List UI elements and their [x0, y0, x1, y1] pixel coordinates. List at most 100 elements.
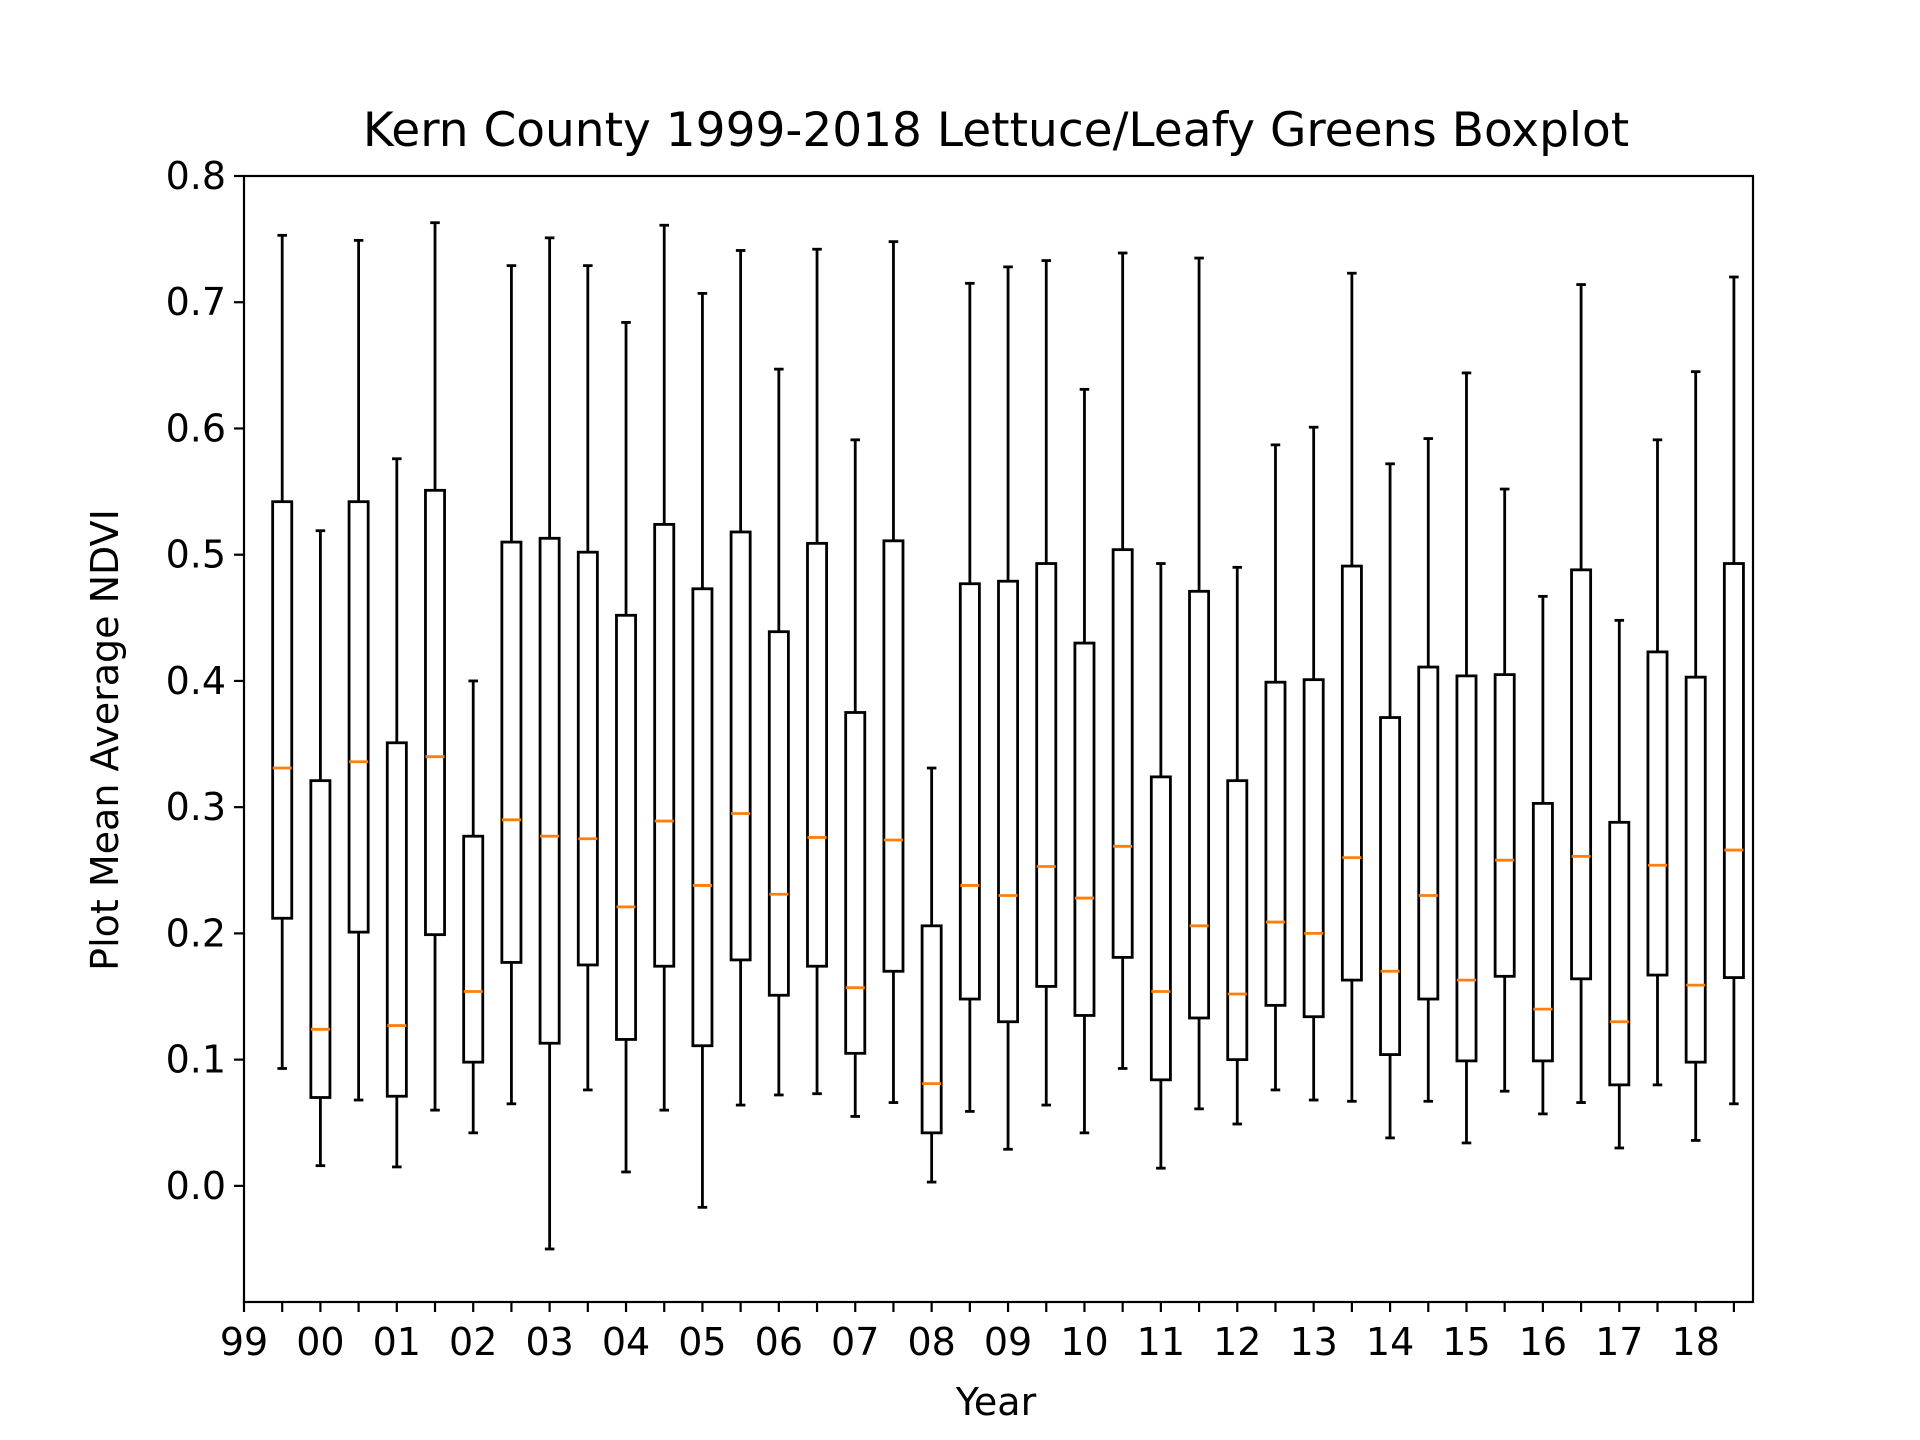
x-tick-label: 14: [1366, 1320, 1414, 1364]
box-group: [271, 233, 294, 1070]
x-tick-label: 16: [1519, 1320, 1567, 1364]
box-group: [997, 265, 1020, 1151]
box-group: [767, 367, 790, 1097]
y-axis-label: Plot Mean Average NDVI: [83, 509, 127, 971]
iqr-box: [309, 779, 332, 1099]
x-tick-label: 15: [1442, 1320, 1490, 1364]
x-tick-label: 08: [907, 1320, 955, 1364]
iqr-box: [347, 500, 370, 934]
iqr-box: [500, 540, 523, 964]
box-group: [1684, 370, 1707, 1142]
y-tick-label: 0.1: [166, 1038, 226, 1082]
x-tick-label: 12: [1213, 1320, 1261, 1364]
box-group: [500, 264, 523, 1106]
x-tick-label: 02: [449, 1320, 497, 1364]
box-group: [1379, 462, 1402, 1140]
iqr-box: [1226, 779, 1249, 1062]
box-group: [1188, 256, 1211, 1111]
iqr-box: [1608, 820, 1631, 1087]
iqr-box: [958, 582, 981, 1001]
iqr-box: [424, 488, 446, 937]
x-axis-label: Year: [955, 1380, 1037, 1424]
iqr-box: [767, 630, 790, 997]
box-group: [882, 240, 905, 1104]
x-tick-label: 11: [1137, 1320, 1185, 1364]
iqr-box: [1646, 650, 1669, 977]
iqr-box: [1264, 680, 1287, 1007]
iqr-box: [691, 587, 714, 1048]
iqr-box: [997, 579, 1020, 1024]
x-tick-label: 05: [678, 1320, 726, 1364]
y-tick-label: 0.2: [166, 911, 226, 955]
box-group: [691, 291, 714, 1209]
iqr-box: [1149, 775, 1172, 1082]
iqr-box: [576, 550, 599, 967]
y-tick-label: 0.7: [166, 280, 226, 324]
iqr-box: [806, 541, 828, 968]
x-tick-label: 01: [373, 1320, 421, 1364]
iqr-box: [1340, 564, 1363, 982]
iqr-box: [882, 539, 905, 973]
x-tick-label: 09: [984, 1320, 1032, 1364]
box-group: [920, 766, 943, 1184]
box-group: [1226, 565, 1249, 1126]
iqr-box: [462, 834, 485, 1064]
x-tick-label: 18: [1672, 1320, 1720, 1364]
y-tick-label: 0.5: [166, 533, 226, 577]
x-tick-label: 17: [1595, 1320, 1643, 1364]
box-group: [729, 249, 752, 1107]
y-tick-label: 0.3: [166, 785, 226, 829]
x-tick-label: 03: [525, 1320, 573, 1364]
iqr-box: [920, 924, 943, 1135]
box-group: [1646, 438, 1669, 1087]
iqr-box: [729, 530, 752, 962]
box-group: [615, 321, 637, 1174]
plot-frame: [242, 174, 1755, 1304]
box-group: [1455, 371, 1478, 1145]
box-group: [462, 679, 485, 1135]
box-group: [806, 247, 828, 1096]
box-group: [1493, 487, 1516, 1093]
box-group: [958, 281, 981, 1113]
iqr-box: [844, 711, 867, 1055]
x-tick-label: 10: [1060, 1320, 1108, 1364]
box-group: [653, 223, 676, 1112]
box-group: [538, 236, 561, 1251]
iqr-box: [385, 741, 408, 1098]
y-tick-label: 0.6: [166, 406, 226, 450]
chart-title: Kern County 1999-2018 Lettuce/Leafy Gree…: [363, 103, 1629, 158]
box-group: [1340, 271, 1363, 1103]
iqr-box: [1073, 641, 1096, 1017]
iqr-box: [1570, 568, 1593, 981]
iqr-box: [1417, 665, 1440, 1001]
iqr-box: [1722, 562, 1745, 979]
x-tick-label: 07: [831, 1320, 879, 1364]
box-group: [1608, 618, 1631, 1150]
x-tick-label: 00: [296, 1320, 344, 1364]
iqr-box: [1379, 716, 1402, 1056]
iqr-box: [1684, 675, 1707, 1064]
box-group: [1073, 387, 1096, 1135]
iqr-box: [1531, 801, 1554, 1063]
box-group: [309, 529, 332, 1168]
iqr-box: [1188, 589, 1211, 1020]
y-tick-label: 0.8: [166, 154, 226, 198]
box-group: [1722, 275, 1745, 1106]
iqr-box: [1455, 674, 1478, 1063]
iqr-box: [1302, 678, 1325, 1019]
box-group: [844, 438, 867, 1118]
box-group: [1264, 443, 1287, 1092]
box-group: [1531, 594, 1554, 1116]
iqr-box: [615, 613, 637, 1041]
iqr-box: [538, 536, 561, 1045]
x-tick-label: 99: [220, 1320, 268, 1364]
y-tick-label: 0.4: [166, 659, 226, 703]
box-group: [1302, 425, 1325, 1102]
iqr-box: [1035, 562, 1058, 988]
iqr-box: [653, 523, 676, 968]
box-group: [424, 221, 446, 1112]
iqr-box: [1111, 548, 1134, 959]
iqr-box: [271, 500, 294, 920]
